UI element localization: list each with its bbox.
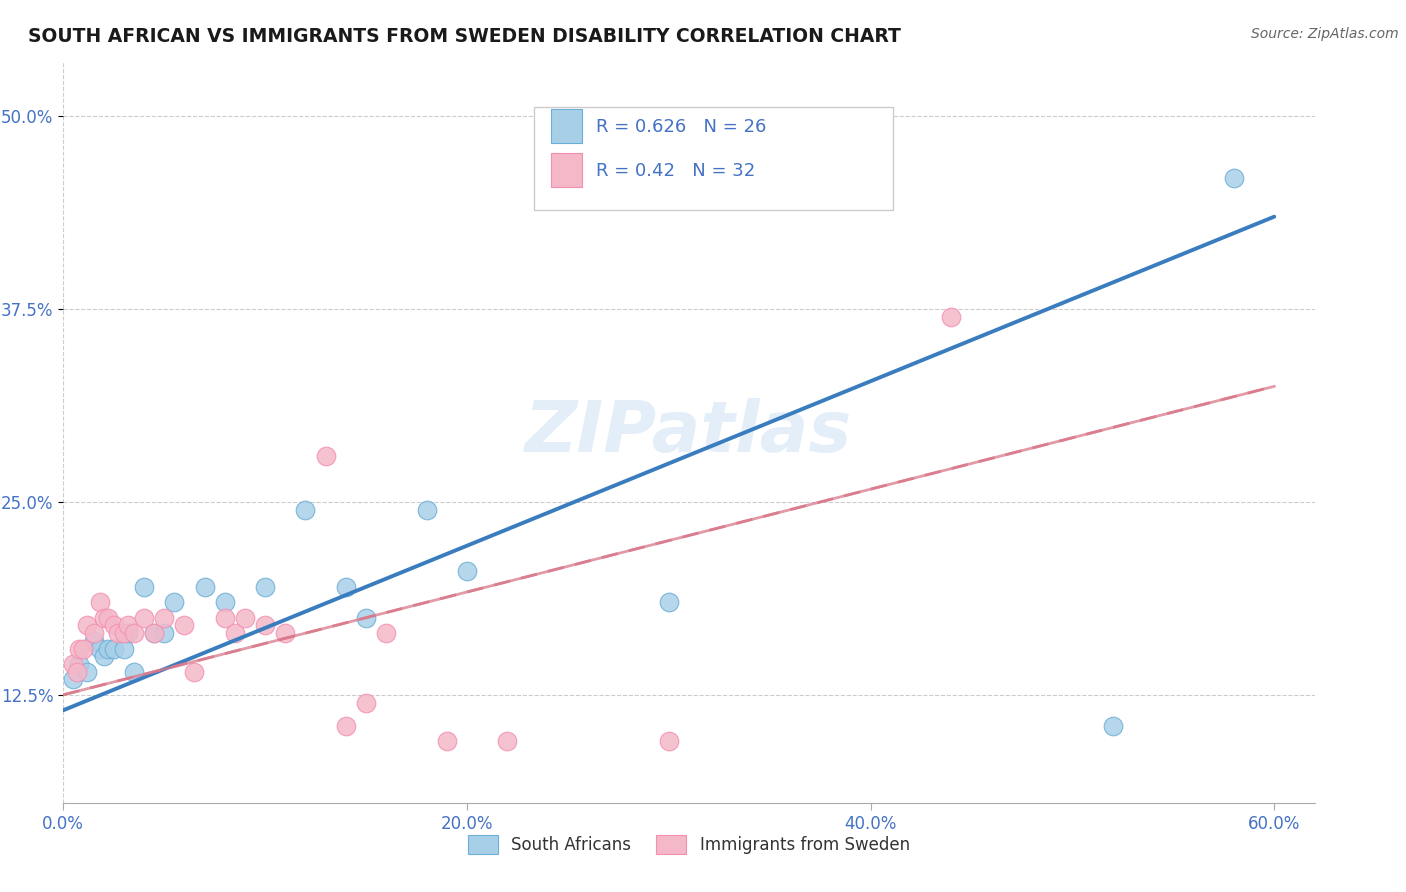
Point: [315, 449, 337, 463]
Point: [66, 665, 89, 679]
Point: [415, 502, 437, 516]
Point: [183, 665, 205, 679]
Point: [93, 649, 115, 664]
Point: [143, 626, 166, 640]
Point: [658, 734, 681, 748]
Point: [254, 618, 277, 632]
Point: [62, 657, 84, 671]
Point: [274, 626, 297, 640]
Point: [83, 633, 105, 648]
Point: [214, 611, 236, 625]
Point: [122, 626, 145, 640]
Point: [76, 618, 98, 632]
Point: [254, 580, 277, 594]
Point: [214, 595, 236, 609]
Point: [103, 618, 125, 632]
Point: [67, 657, 90, 671]
Point: [658, 595, 681, 609]
Point: [335, 580, 357, 594]
Point: [294, 502, 316, 516]
Point: [72, 641, 94, 656]
Point: [117, 618, 139, 632]
Point: [163, 595, 186, 609]
Point: [456, 565, 478, 579]
Text: R = 0.626   N = 26: R = 0.626 N = 26: [596, 118, 766, 136]
Point: [103, 641, 125, 656]
Point: [112, 641, 135, 656]
Point: [941, 310, 963, 324]
Point: [97, 611, 120, 625]
Text: Source: ZipAtlas.com: Source: ZipAtlas.com: [1251, 27, 1399, 41]
Point: [62, 673, 84, 687]
Point: [89, 595, 111, 609]
Legend: South Africans, Immigrants from Sweden: South Africans, Immigrants from Sweden: [461, 829, 917, 861]
Point: [89, 641, 111, 656]
Point: [143, 626, 166, 640]
Point: [354, 611, 377, 625]
Text: SOUTH AFRICAN VS IMMIGRANTS FROM SWEDEN DISABILITY CORRELATION CHART: SOUTH AFRICAN VS IMMIGRANTS FROM SWEDEN …: [28, 27, 901, 45]
Point: [1223, 171, 1246, 186]
Point: [153, 611, 176, 625]
Point: [132, 611, 155, 625]
Point: [76, 665, 98, 679]
Point: [354, 696, 377, 710]
Point: [1101, 719, 1123, 733]
Point: [93, 611, 115, 625]
Point: [112, 626, 135, 640]
Point: [107, 626, 129, 640]
Text: R = 0.42   N = 32: R = 0.42 N = 32: [596, 162, 755, 180]
Point: [496, 734, 519, 748]
Point: [173, 618, 195, 632]
Point: [97, 641, 120, 656]
Point: [436, 734, 458, 748]
Point: [132, 580, 155, 594]
Point: [193, 580, 215, 594]
Point: [117, 626, 139, 640]
Point: [233, 611, 256, 625]
Point: [122, 665, 145, 679]
Point: [83, 626, 105, 640]
Point: [335, 719, 357, 733]
Text: ZIPatlas: ZIPatlas: [526, 398, 852, 467]
Point: [375, 626, 398, 640]
Point: [224, 626, 246, 640]
Point: [153, 626, 176, 640]
Point: [67, 641, 90, 656]
